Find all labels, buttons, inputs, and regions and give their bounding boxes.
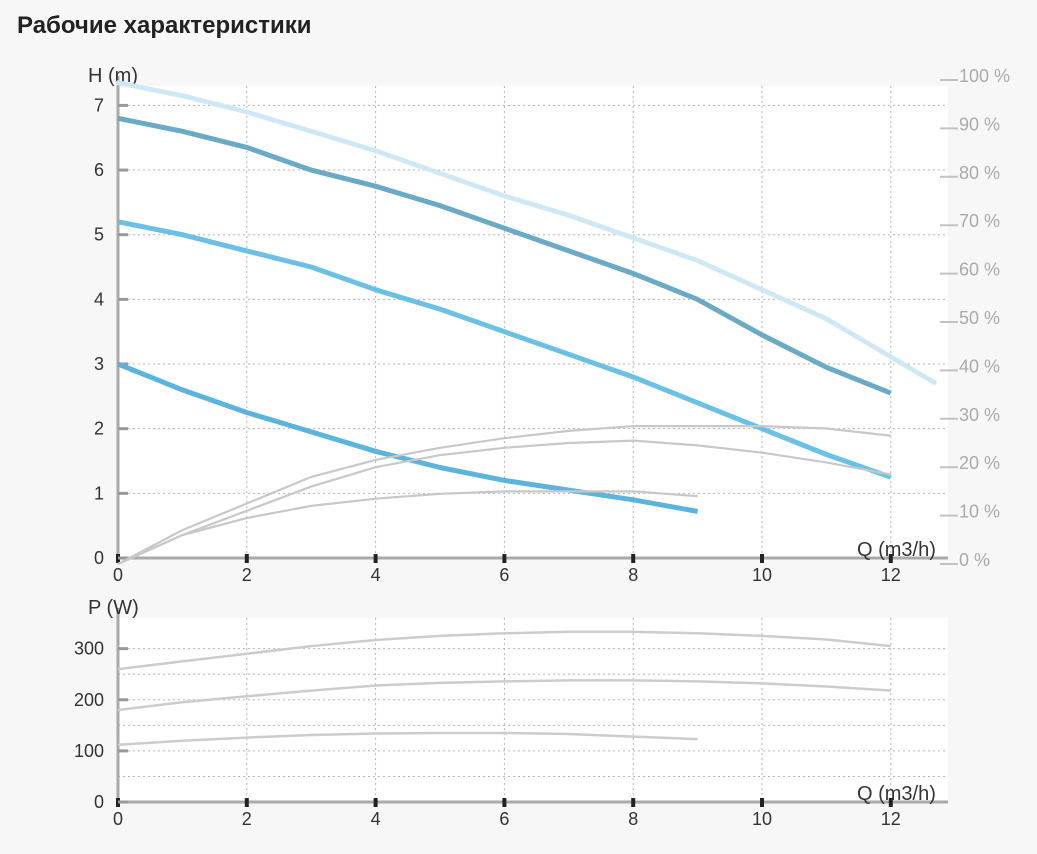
- x-tick-label: 6: [499, 809, 509, 829]
- efficiency-curve: [117, 425, 891, 565]
- y-tick-label: 4: [94, 289, 104, 309]
- y2-tick-label: 20 %: [959, 453, 1000, 473]
- y-tick-label: 0: [94, 548, 104, 568]
- y-tick-label: 1: [94, 483, 104, 503]
- x-tick-label: 10: [752, 809, 772, 829]
- x-tick-label: 12: [881, 565, 901, 585]
- efficiency-curve: [117, 439, 892, 566]
- power-curve: [117, 679, 891, 712]
- page-title: Рабочие характеристики: [17, 12, 312, 39]
- head-curve-low: [117, 361, 699, 514]
- y-tick-label: 300: [74, 639, 104, 659]
- y2-tick-label: 40 %: [959, 356, 1000, 376]
- efficiency-curve: [117, 490, 698, 566]
- y2-tick-label: 90 %: [959, 114, 1000, 134]
- power-chart: 0 2 4 6 8 10 12 0 100 200 300 P (W) Q (m3/h): [74, 597, 948, 829]
- x-tick-label: 8: [628, 809, 638, 829]
- x-tick-label: 8: [628, 565, 638, 585]
- y-axis-label: P (W): [88, 597, 139, 619]
- x-tick-label: 6: [499, 565, 509, 585]
- x-tick-label: 2: [242, 565, 252, 585]
- y-tick-label: 0: [94, 792, 104, 812]
- x-axis-label: Q (m3/h): [857, 783, 936, 805]
- y-tick-label: 5: [94, 225, 104, 245]
- power-curve: [117, 630, 891, 671]
- y2-tick-label: 80 %: [959, 163, 1000, 183]
- y-tick-label: 3: [94, 354, 104, 374]
- x-tick-label: 0: [113, 809, 123, 829]
- x-tick-label: 12: [881, 809, 901, 829]
- head-curve-mid: [117, 219, 892, 480]
- x-tick-label: 4: [371, 809, 381, 829]
- y2-tick-label: 10 %: [959, 502, 1000, 522]
- power-curve: [117, 731, 698, 747]
- plot-area: [118, 618, 948, 802]
- y2-tick-label: 70 %: [959, 211, 1000, 231]
- y2-tick-label: 30 %: [959, 405, 1000, 425]
- y2-tick-label: 0 %: [959, 550, 990, 570]
- x-tick-label: 4: [371, 565, 381, 585]
- max-curve: [115, 80, 939, 386]
- y-axis-label: H (m): [88, 65, 138, 87]
- y-tick-label: 6: [94, 160, 104, 180]
- x-tick-label: 0: [113, 565, 123, 585]
- y2-tick-label: 50 %: [959, 308, 1000, 328]
- x-axis-label: Q (m3/h): [857, 539, 936, 561]
- x-tick-label: 2: [242, 809, 252, 829]
- y-tick-label: 200: [74, 690, 104, 710]
- y2-tick-label: 60 %: [959, 260, 1000, 280]
- y2-tick-label: 100 %: [959, 66, 1010, 86]
- y-tick-label: 100: [74, 741, 104, 761]
- y-tick-label: 2: [94, 419, 104, 439]
- plot-area: [118, 86, 948, 558]
- head-curve-high: [117, 115, 892, 396]
- y-tick-label: 7: [94, 95, 104, 115]
- x-tick-label: 10: [752, 565, 772, 585]
